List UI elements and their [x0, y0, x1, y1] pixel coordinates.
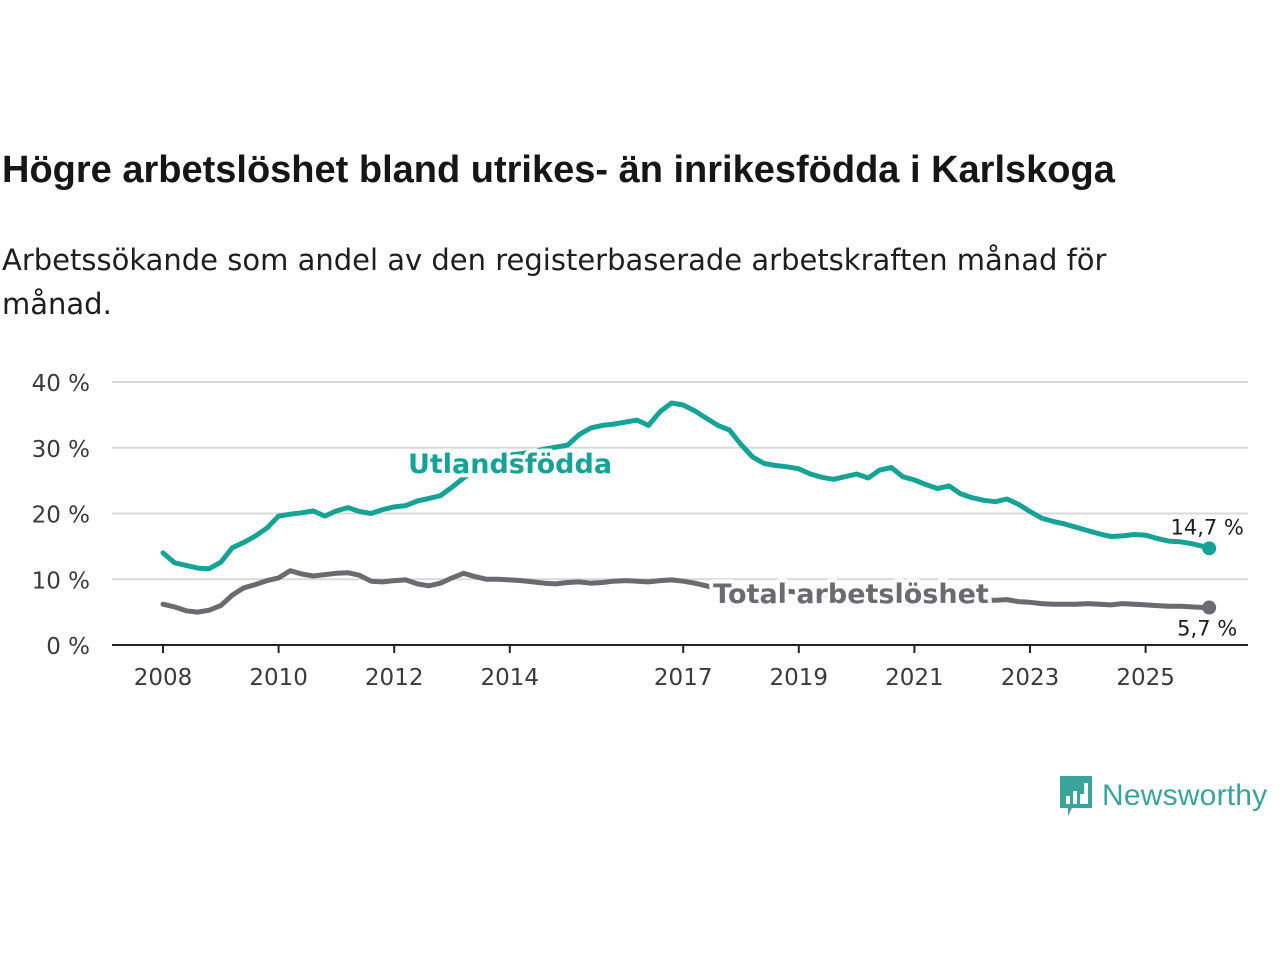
series-end-label: 5,7 %: [1177, 617, 1237, 641]
annotation-utlandsfodda: Utlandsfödda: [408, 449, 612, 480]
brand-logo: Newsworthy: [1058, 774, 1267, 818]
x-tick-label: 2023: [1001, 665, 1060, 691]
grid-lines: [112, 381, 1248, 581]
chart-title: Högre arbetslöshet bland utrikes- än inr…: [2, 149, 1115, 191]
x-axis: 2008 2010 2012 2014 2017 2019 2021 2023 2025: [112, 644, 1248, 691]
annotation-utlandsfodda-halo: Utlandsfödda: [408, 449, 612, 480]
bar-chart-speech-bubble-icon: [1060, 776, 1092, 816]
y-tick-label: 0 %: [46, 634, 90, 660]
y-axis-ticks: 0 % 10 % 20 % 30 % 40 %: [32, 371, 90, 660]
series-labels: 14,7 %5,7 %UtlandsföddaUtlandsföddaTotal…: [404, 445, 1244, 641]
chart-subtitle: Arbetssökande som andel av den registerb…: [2, 243, 1107, 321]
annotation-total-arbetsloshet-halo: Total arbetslöshet: [713, 579, 989, 610]
series-end-marker: [1202, 600, 1217, 615]
series-line-total: [160, 568, 1212, 615]
x-tick-label: 2014: [481, 665, 540, 691]
x-tick-label: 2010: [249, 665, 308, 691]
x-tick-label: 2021: [885, 665, 944, 691]
x-tick-label: 2008: [134, 665, 193, 691]
brand-name: Newsworthy: [1102, 779, 1268, 812]
y-tick-label: 40 %: [32, 371, 90, 397]
x-tick-label: 2019: [770, 665, 829, 691]
y-tick-label: 10 %: [32, 568, 90, 594]
line-chart: 0 % 10 % 20 % 30 % 40 % 14,7 % 5,7 % Utlandsfö…: [32, 371, 1248, 691]
y-tick-label: 20 %: [32, 503, 90, 529]
annotation-total-arbetsloshet: Total arbetslöshet: [713, 579, 989, 610]
series-end-label: 14,7 %: [1170, 515, 1243, 539]
x-tick-label: 2025: [1116, 665, 1175, 691]
series-lines: [160, 400, 1217, 615]
y-tick-label: 30 %: [32, 437, 90, 463]
series-end-marker: [1202, 541, 1217, 556]
series-line-utlandsfodda: [160, 400, 1212, 572]
x-tick-label: 2012: [365, 665, 424, 691]
x-tick-label: 2017: [654, 665, 713, 691]
